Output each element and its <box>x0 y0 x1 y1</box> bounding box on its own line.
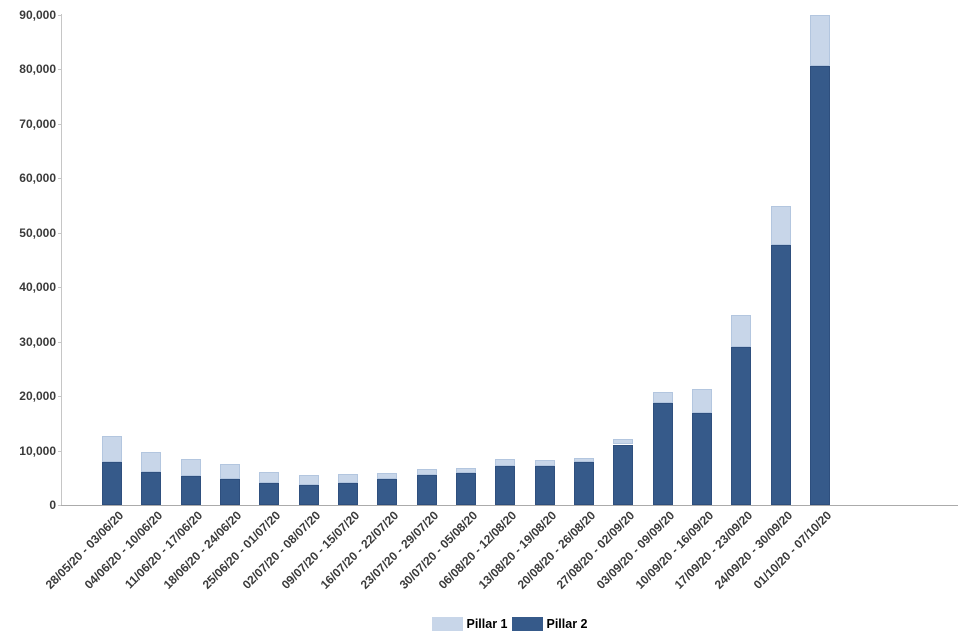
bar-segment-pillar-1 <box>141 452 162 473</box>
bar-segment-pillar-2 <box>731 347 752 505</box>
bar-segment-pillar-2 <box>141 472 162 505</box>
legend-swatch-pillar-2-icon <box>511 617 543 631</box>
legend-item-pillar-2: Pillar 2 <box>511 617 588 631</box>
y-tick-mark <box>58 341 61 343</box>
y-tick-label: 80,000 <box>19 62 56 76</box>
legend-label: Pillar 2 <box>546 617 588 631</box>
y-tick-label: 0 <box>49 498 56 512</box>
bar-segment-pillar-1 <box>180 458 201 476</box>
y-tick-label: 60,000 <box>19 171 56 185</box>
bar-segment-pillar-1 <box>770 205 791 246</box>
y-tick-label: 40,000 <box>19 280 56 294</box>
bar-segment-pillar-1 <box>652 392 673 404</box>
bar-segment-pillar-2 <box>377 479 398 505</box>
bar-segment-pillar-2 <box>259 483 280 505</box>
y-tick-mark <box>58 232 61 234</box>
bar-segment-pillar-1 <box>573 457 594 463</box>
bar-segment-pillar-2 <box>102 461 122 505</box>
y-tick-mark <box>58 178 61 179</box>
legend-item-pillar-1: Pillar 1 <box>431 617 508 631</box>
bar-segment-pillar-2 <box>613 444 634 505</box>
bar-segment-pillar-2 <box>495 466 516 505</box>
y-tick-mark <box>58 14 61 16</box>
y-tick-mark <box>58 396 61 397</box>
bar-segment-pillar-2 <box>298 484 319 505</box>
bar-segment-pillar-2 <box>180 475 201 505</box>
bar-segment-pillar-1 <box>455 467 476 474</box>
bar-segment-pillar-2 <box>573 462 594 505</box>
bar-segment-pillar-2 <box>416 475 437 505</box>
bar-segment-pillar-1 <box>337 474 358 484</box>
bar-segment-pillar-1 <box>691 389 712 414</box>
x-tick-label: 01/10/20 - 07/10/20 <box>750 508 835 592</box>
bar-segment-pillar-1 <box>613 439 634 445</box>
legend: Pillar 1 Pillar 2 <box>61 617 958 631</box>
bar-segment-pillar-2 <box>534 465 555 505</box>
y-tick-label: 90,000 <box>19 7 56 22</box>
bar-segment-pillar-1 <box>731 314 752 348</box>
bar-segment-pillar-2 <box>770 245 791 505</box>
y-tick-label: 10,000 <box>19 443 56 458</box>
y-tick-label: 70,000 <box>19 116 56 131</box>
x-axis-line <box>61 505 958 506</box>
y-tick-label: 50,000 <box>19 225 56 240</box>
bar-segment-pillar-2 <box>455 473 476 505</box>
y-tick-mark <box>58 505 61 506</box>
bar-segment-pillar-2 <box>691 413 712 505</box>
bar-segment-pillar-1 <box>534 460 555 466</box>
y-tick-mark <box>58 450 61 452</box>
bar-segment-pillar-1 <box>416 469 437 475</box>
bar-segment-pillar-1 <box>102 436 122 462</box>
bar-segment-pillar-1 <box>298 475 319 485</box>
bar-segment-pillar-2 <box>809 66 830 505</box>
y-tick-label: 20,000 <box>19 389 56 403</box>
bar-segment-pillar-1 <box>259 472 280 484</box>
bar-segment-pillar-2 <box>337 483 358 505</box>
y-tick-label: 30,000 <box>19 334 56 349</box>
y-tick-mark <box>58 287 61 288</box>
bar-segment-pillar-1 <box>377 472 398 480</box>
legend-swatch-pillar-1-icon <box>431 617 463 631</box>
y-tick-mark <box>58 123 61 125</box>
legend-label: Pillar 1 <box>466 617 508 631</box>
y-tick-mark <box>58 69 61 70</box>
y-axis-line <box>61 14 62 505</box>
bar-segment-pillar-2 <box>219 478 240 505</box>
bar-segment-pillar-2 <box>652 403 673 505</box>
bar-segment-pillar-1 <box>809 15 830 67</box>
bar-segment-pillar-1 <box>219 463 240 479</box>
bar-segment-pillar-1 <box>495 459 516 467</box>
